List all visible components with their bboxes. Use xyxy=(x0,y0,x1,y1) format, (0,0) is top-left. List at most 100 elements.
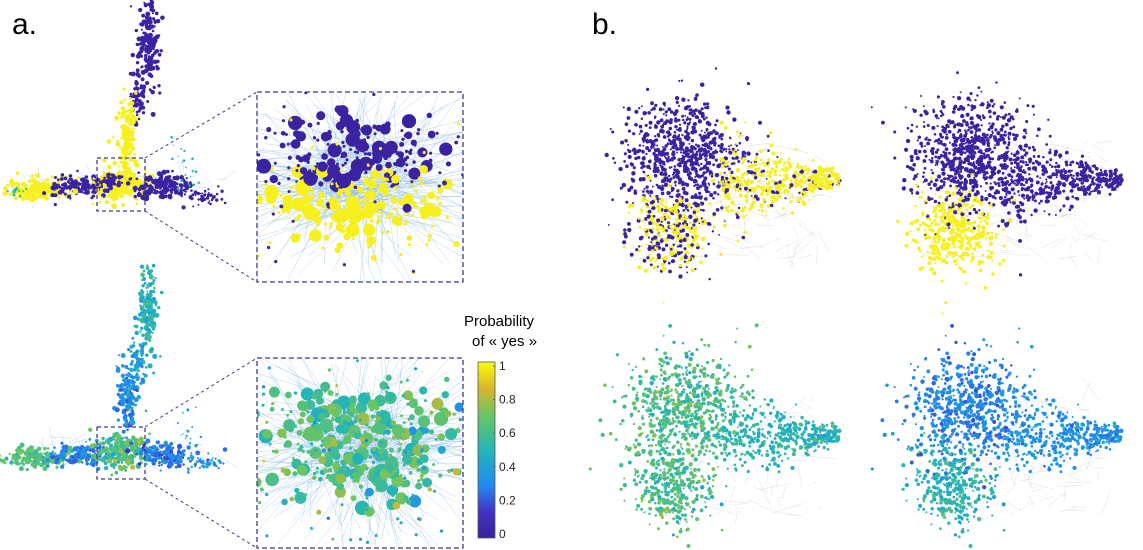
network-node-no xyxy=(90,196,94,200)
projection-point xyxy=(670,195,674,199)
projection-point xyxy=(749,206,753,210)
inset-node xyxy=(326,403,337,414)
network-node-yes xyxy=(121,192,124,195)
network-node xyxy=(186,408,190,412)
network-node-yes xyxy=(33,182,38,188)
network-node-yes xyxy=(123,98,126,102)
projection-point xyxy=(651,256,655,260)
inset-node xyxy=(329,222,333,226)
inset-node xyxy=(362,202,376,216)
network-node-no xyxy=(179,183,184,188)
projection-point xyxy=(714,172,720,178)
network-node xyxy=(191,425,194,429)
inset-node xyxy=(333,187,339,193)
projection-point xyxy=(764,149,767,151)
network-node xyxy=(26,455,31,459)
inset-node xyxy=(339,169,343,173)
network-node-yes xyxy=(104,199,109,205)
inset-node xyxy=(380,149,391,159)
network-node xyxy=(129,448,133,452)
network-node-yes xyxy=(123,187,128,192)
projection-point xyxy=(642,144,645,147)
inset-node xyxy=(334,105,343,114)
network-node-no xyxy=(152,85,156,90)
inset-node xyxy=(356,465,361,470)
inset-node xyxy=(385,391,395,402)
network-node xyxy=(72,458,78,464)
network-node-yes xyxy=(57,196,61,199)
inset-node xyxy=(403,169,408,173)
inset-node xyxy=(357,187,364,194)
network-node-yes xyxy=(72,188,79,195)
inset-node xyxy=(372,92,376,97)
network-node-yes xyxy=(98,200,102,204)
network-node-no xyxy=(146,33,150,37)
projection-point xyxy=(643,187,646,190)
network-node xyxy=(149,289,153,294)
network-node-mid xyxy=(15,187,19,191)
inset-node xyxy=(341,224,345,228)
network-edge xyxy=(48,436,73,439)
projection-point xyxy=(695,93,699,97)
projection-point xyxy=(612,157,615,160)
network-node-no xyxy=(169,188,174,193)
inset-node xyxy=(273,161,277,165)
colorbar-tick-label: 0.6 xyxy=(499,426,516,440)
projection-point xyxy=(804,164,808,168)
network-node-no xyxy=(207,193,211,197)
inset-node xyxy=(334,247,341,254)
network-node xyxy=(42,460,46,464)
network-node-yes xyxy=(43,187,47,192)
inset-node xyxy=(295,172,299,176)
network-node xyxy=(122,378,126,382)
network-node-mid xyxy=(176,187,180,190)
projection-point xyxy=(629,252,634,257)
network-node-no xyxy=(147,55,151,58)
network-node-yes xyxy=(91,180,96,185)
inset-node xyxy=(328,196,337,205)
inset-node xyxy=(327,169,334,176)
inset-node xyxy=(311,166,316,171)
inset-node xyxy=(423,399,427,403)
inset-node xyxy=(383,172,391,179)
network-node xyxy=(69,457,73,460)
inset-node xyxy=(428,158,433,163)
inset-node xyxy=(238,446,246,454)
projection-point xyxy=(683,247,687,251)
projection-point xyxy=(730,209,734,212)
inset-node xyxy=(417,147,428,158)
inset-node xyxy=(453,241,460,247)
projection-point xyxy=(701,247,704,250)
network-node xyxy=(190,455,195,460)
network-node-yes xyxy=(129,137,134,142)
network-node-yes xyxy=(141,181,144,184)
projection-point xyxy=(690,246,693,250)
network-node-no xyxy=(137,94,141,97)
network-node-no xyxy=(159,49,163,53)
projection-point xyxy=(637,148,642,153)
network-node xyxy=(158,464,161,467)
network-node xyxy=(140,307,143,310)
network-node-no xyxy=(220,197,224,201)
network-node-no xyxy=(154,11,159,16)
inset-node xyxy=(410,180,414,184)
network-node-yes xyxy=(9,179,15,185)
network-node xyxy=(128,454,132,458)
projection-edge xyxy=(762,156,767,161)
inset-node xyxy=(434,437,438,441)
inset-node xyxy=(436,195,439,199)
projection-point xyxy=(708,156,712,159)
network-node xyxy=(190,465,193,469)
projection-edge xyxy=(734,223,737,227)
network-node xyxy=(123,440,129,446)
network-node xyxy=(125,415,128,418)
inset-node xyxy=(335,142,339,146)
projection-point xyxy=(668,195,672,198)
projection-point xyxy=(623,228,627,232)
network-node xyxy=(142,302,148,307)
inset-node xyxy=(380,454,384,458)
projection-point xyxy=(669,148,672,151)
inset-node xyxy=(371,446,377,452)
network-node xyxy=(131,410,135,413)
network-node-no xyxy=(141,13,146,18)
